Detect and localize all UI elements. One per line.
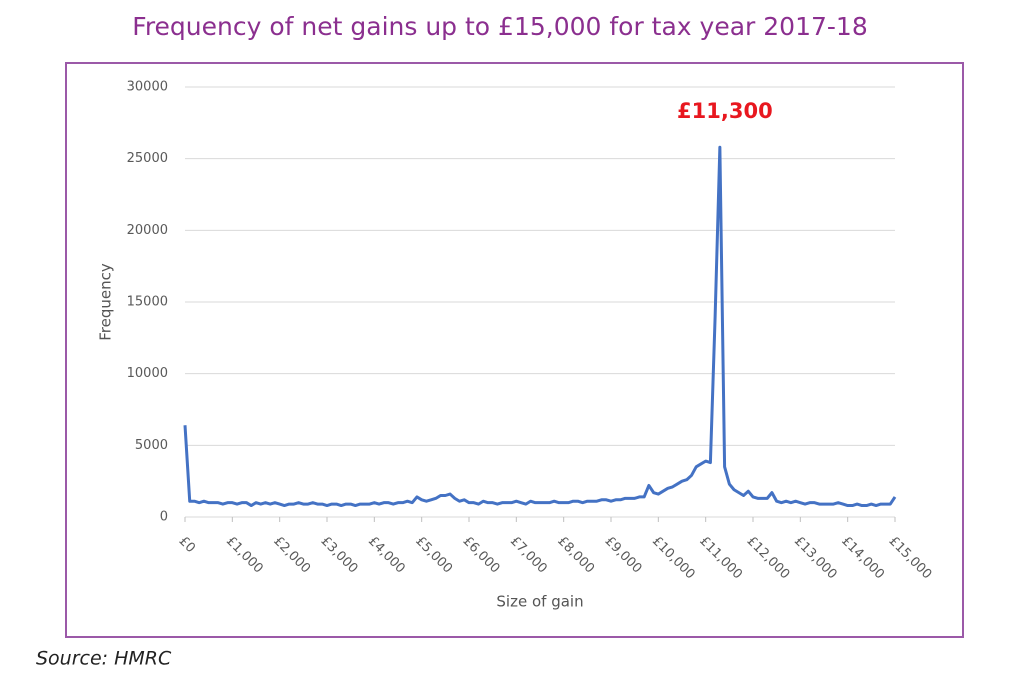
y-tick-label: 5000: [135, 438, 168, 453]
chart-frame: [65, 62, 964, 638]
x-tick-label: £4,000: [365, 534, 408, 577]
chart-title: Frequency of net gains up to £15,000 for…: [132, 12, 867, 41]
x-tick-label: £8,000: [554, 534, 597, 577]
annotation: £11,300: [677, 99, 773, 123]
x-tick-label: £12,000: [744, 534, 793, 583]
y-tick-label: 10000: [127, 366, 168, 381]
y-tick-label: 30000: [127, 80, 168, 95]
x-tick-label: £13,000: [791, 534, 840, 583]
x-tick-label: £7,000: [507, 534, 550, 577]
x-tick-label: £0: [176, 534, 198, 556]
x-tick-label: £1,000: [223, 534, 266, 577]
source-note: Source: HMRC: [36, 648, 172, 670]
x-tick-label: £14,000: [838, 534, 887, 583]
y-tick-label: 25000: [127, 151, 168, 166]
y-tick-label: 0: [160, 510, 168, 525]
x-tick-label: £11,000: [696, 534, 745, 583]
x-tick-label: £6,000: [460, 534, 503, 577]
y-tick-label: 15000: [127, 295, 168, 310]
x-tick-label: £9,000: [602, 534, 645, 577]
x-tick-label: £3,000: [318, 534, 361, 577]
x-tick-label: £5,000: [412, 534, 455, 577]
x-tick-label: £15,000: [886, 534, 935, 583]
y-tick-label: 20000: [127, 223, 168, 238]
x-tick-label: £10,000: [649, 534, 698, 583]
x-axis-title: Size of gain: [496, 593, 583, 611]
y-axis-title: Frequency: [97, 263, 115, 341]
x-tick-label: £2,000: [270, 534, 313, 577]
data-line: [183, 145, 897, 508]
